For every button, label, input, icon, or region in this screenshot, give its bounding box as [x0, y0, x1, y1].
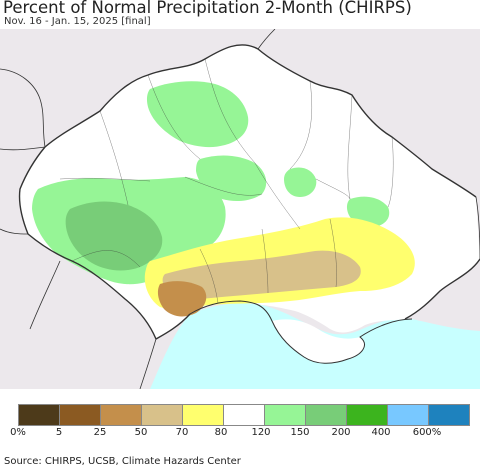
- brown-dry-region: [157, 281, 207, 317]
- legend-labels: 0% 5 25 50 70 80 120 150 200 400 600%: [0, 427, 480, 441]
- wetter-core-west: [65, 201, 163, 271]
- legend-label: 200: [331, 427, 351, 438]
- wet-region-northeast: [284, 167, 317, 197]
- crimea: [272, 319, 365, 364]
- legend-label: 50: [134, 427, 148, 438]
- legend-swatch: [429, 405, 469, 425]
- legend-color-bar: [18, 404, 470, 426]
- legend-label: 600%: [412, 427, 442, 438]
- source-credit: Source: CHIRPS, UCSB, Climate Hazards Ce…: [4, 456, 241, 467]
- legend-swatch: [101, 405, 142, 425]
- legend-label: 80: [214, 427, 228, 438]
- legend-swatch: [388, 405, 429, 425]
- neighbor-borders: [0, 29, 480, 389]
- wet-region-north: [146, 81, 249, 148]
- legend-label: 400: [371, 427, 391, 438]
- wet-region-central: [196, 155, 267, 202]
- precipitation-map: [0, 29, 480, 389]
- drier-region-south: [162, 250, 361, 300]
- legend-label: 5: [55, 427, 63, 438]
- legend-label: 150: [290, 427, 310, 438]
- legend-swatch: [19, 405, 60, 425]
- legend-label: 70: [175, 427, 189, 438]
- legend-swatch: [306, 405, 347, 425]
- coastline: [189, 300, 413, 364]
- legend-swatch: [347, 405, 388, 425]
- legend-swatch: [142, 405, 183, 425]
- legend-swatch: [224, 405, 265, 425]
- legend-swatch: [183, 405, 224, 425]
- map-svg: [0, 29, 480, 389]
- legend-label: 25: [93, 427, 107, 438]
- legend-swatch: [60, 405, 101, 425]
- map-title: Percent of Normal Precipitation 2-Month …: [3, 0, 412, 17]
- legend-swatch: [265, 405, 306, 425]
- map-subtitle: Nov. 16 - Jan. 15, 2025 [final]: [4, 16, 151, 27]
- oblast-borders: [59, 58, 394, 304]
- legend-label: 0%: [10, 427, 26, 438]
- legend-label: 120: [251, 427, 271, 438]
